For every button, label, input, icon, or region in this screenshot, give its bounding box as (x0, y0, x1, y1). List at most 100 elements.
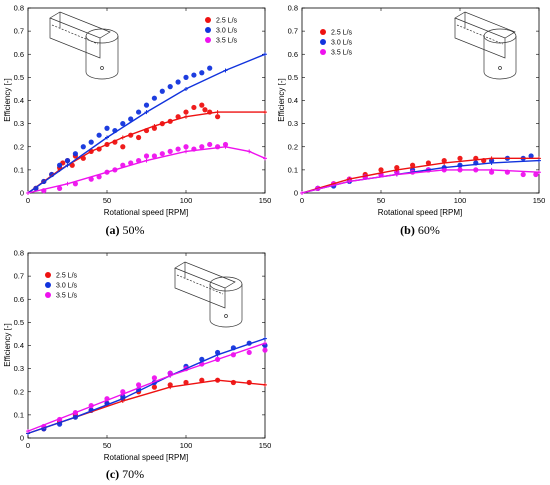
point-b-s3-5 (394, 169, 400, 175)
point-a-s2-12 (128, 116, 134, 122)
fit-marker-c-s1-3 (168, 385, 173, 390)
point-a-s2-18 (175, 79, 181, 85)
point-c-s1-8 (167, 382, 173, 388)
x-tick-label-c-2: 100 (180, 441, 193, 450)
point-a-s3-11 (151, 153, 157, 159)
point-a-s2-21 (199, 70, 205, 76)
plot-marks-c: 0 50 100 150 0 0.1 0.2 0.3 0.4 0.5 0.6 0.7 0.8 (14, 249, 272, 451)
legend-marker-b-1 (320, 29, 326, 35)
y-tick-label-c-5: 0.5 (14, 318, 24, 327)
fit-marker-a-s3-1 (65, 181, 70, 186)
panel-b: Rotational speed [RPM] Efficiency [-] 2.… (277, 4, 545, 238)
fit-line-a-s1 (27, 111, 265, 194)
fit-marker-a-s1-7 (263, 110, 267, 115)
point-b-s1-7 (425, 160, 431, 166)
fit-marker-c-s3-3 (168, 373, 173, 378)
point-c-s3-6 (136, 382, 142, 388)
legend-marker-b-2 (320, 39, 326, 45)
legend-a: 2.5 L/s 3.0 L/s 3.5 L/s (205, 17, 238, 45)
fit-marker-c-s3-1 (73, 410, 78, 415)
legend-label-a-2: 3.0 L/s (216, 28, 238, 35)
fit-line-c-s1 (27, 379, 266, 435)
legend-b: 2.5 L/s 3.0 L/s 3.5 L/s (320, 29, 353, 57)
geometry-sketch-c (174, 261, 243, 328)
point-c-s1-7 (151, 384, 157, 390)
legend-label-c-2: 3.0 L/s (56, 283, 78, 290)
y-tick-label-a-6: 0.6 (14, 50, 24, 59)
point-b-s3-14 (533, 171, 539, 178)
caption-c: (c) 70% (106, 467, 144, 481)
fit-marker-a-s2-4 (184, 86, 188, 91)
point-a-s2-7 (88, 139, 94, 145)
legend-marker-a-1 (205, 17, 211, 23)
point-a-s3-12 (159, 151, 165, 157)
fit-line-a-s3 (27, 146, 266, 194)
fit-line-a-s2 (27, 53, 266, 194)
geometry-sketch-a (49, 11, 119, 80)
fit-marker-a-s2-1 (65, 163, 70, 168)
axis-ylabel-a: Efficiency [-] (3, 78, 12, 121)
point-a-s2-9 (104, 125, 110, 131)
point-a-s3-1 (57, 185, 63, 191)
point-a-s2-20 (191, 72, 197, 78)
point-a-s2-6 (80, 144, 86, 150)
fit-marker-a-s1-2 (89, 149, 94, 154)
y-tick-label-b-0: 0 (294, 189, 298, 198)
y-tick-label-b-5: 0.5 (288, 73, 298, 82)
y-tick-label-b-4: 0.4 (288, 96, 298, 105)
fit-line-b-s3 (301, 169, 540, 194)
point-a-s2-15 (151, 95, 157, 101)
fit-marker-b-s3-5 (537, 170, 541, 175)
y-tick-label-a-7: 0.7 (14, 27, 24, 36)
axis-ylabel-c: Efficiency [-] (3, 323, 12, 366)
legend-marker-a-3 (205, 37, 211, 43)
caption-b: (b) 60% (400, 223, 440, 237)
point-a-s3-17 (199, 144, 205, 150)
fit-marker-b-s1-2 (394, 167, 399, 172)
fit-marker-a-s1-5 (184, 114, 188, 119)
x-tick-label-a-2: 100 (180, 196, 193, 205)
x-tick-label-b-1: 50 (377, 196, 385, 205)
y-tick-label-c-6: 0.6 (14, 295, 24, 304)
y-tick-label-a-2: 0.2 (14, 142, 24, 151)
point-b-s1-5 (394, 164, 400, 171)
fit-marker-b-s3-4 (489, 167, 494, 172)
fit-marker-a-s3-6 (247, 149, 252, 154)
y-tick-label-c-2: 0.2 (14, 387, 24, 396)
point-b-s2-14 (528, 153, 534, 159)
y-tick-label-a-4: 0.4 (14, 96, 24, 105)
legend-label-c-3: 3.5 L/s (56, 293, 78, 300)
point-a-s2-22 (207, 65, 213, 71)
point-c-s3-13 (246, 349, 252, 356)
x-tick-label-b-3: 150 (533, 196, 546, 205)
point-a-s3-14 (175, 146, 181, 152)
fit-marker-a-s1-3 (120, 135, 125, 140)
fit-marker-c-s3-0 (26, 429, 30, 434)
fit-marker-a-s3-3 (144, 158, 149, 163)
y-tick-label-a-5: 0.5 (14, 73, 24, 82)
point-a-s2-8 (96, 132, 102, 138)
point-b-s2-11 (489, 158, 495, 164)
x-tick-label-a-1: 50 (103, 196, 111, 205)
x-tick-label-c-0: 0 (26, 441, 30, 450)
x-tick-label-b-0: 0 (300, 196, 304, 205)
y-tick-label-a-8: 0.8 (14, 4, 24, 13)
point-a-s2-5 (72, 151, 78, 157)
fit-marker-c-s3-2 (120, 392, 125, 397)
fit-marker-c-s1-5 (263, 382, 267, 387)
y-tick-label-a-1: 0.1 (14, 165, 24, 174)
point-a-s1-15 (136, 134, 142, 141)
y-tick-label-b-6: 0.6 (288, 50, 298, 59)
point-c-s1-10 (199, 377, 205, 383)
point-c-s3-14 (262, 347, 268, 353)
fit-marker-a-s3-7 (263, 156, 267, 161)
y-tick-label-c-4: 0.4 (14, 341, 24, 350)
axis-xlabel-b: Rotational speed [RPM] (378, 208, 463, 217)
fit-marker-a-s1-6 (215, 110, 220, 115)
y-tick-label-c-8: 0.8 (14, 249, 24, 258)
point-a-s2-19 (183, 74, 189, 80)
fit-marker-c-s3-4 (215, 357, 220, 362)
fit-marker-c-s2-4 (215, 352, 220, 357)
axis-xlabel-a: Rotational speed [RPM] (104, 208, 189, 217)
